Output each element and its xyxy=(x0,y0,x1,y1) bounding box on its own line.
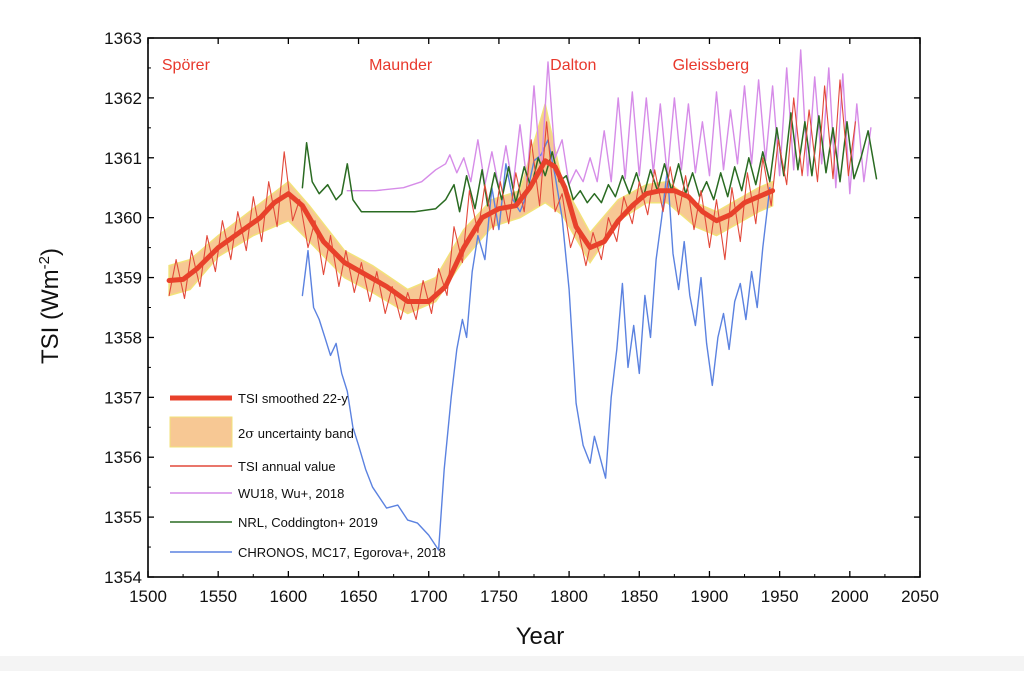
x-tick-label: 1650 xyxy=(340,587,378,606)
x-tick-label: 1950 xyxy=(761,587,799,606)
period-label: Gleissberg xyxy=(673,57,749,74)
legend-label-part: 2 xyxy=(238,426,245,441)
period-label: Maunder xyxy=(369,57,433,74)
period-label: Spörer xyxy=(162,57,211,74)
legend-chronos: CHRONOS, MC17, Egorova+, 2018 xyxy=(170,545,446,560)
x-tick-label: 1800 xyxy=(550,587,588,606)
legend-tsi-annual: TSI annual value xyxy=(170,459,336,474)
series-tsi-annual xyxy=(168,79,856,321)
legend-uncertainty-band: 2σ uncertainty band xyxy=(169,416,354,448)
legend-label-sigma: σ xyxy=(245,427,254,442)
y-tick-label: 1355 xyxy=(104,508,142,527)
x-tick-label: 1500 xyxy=(129,587,167,606)
uncertainty-band xyxy=(168,103,774,315)
legend: TSI smoothed 22-y 2σ uncertainty band TSI … xyxy=(169,391,446,560)
bottom-strip xyxy=(0,656,1024,671)
legend-label: TSI smoothed 22-y xyxy=(238,391,348,406)
y-tick-label: 1356 xyxy=(104,448,142,467)
legend-swatch xyxy=(169,416,233,448)
legend-label-part: uncertainty band xyxy=(254,426,354,441)
x-tick-label: 1550 xyxy=(199,587,237,606)
x-tick-label: 1750 xyxy=(480,587,518,606)
uncertainty-band-layer xyxy=(168,103,774,315)
y-axis-title-close: ) xyxy=(37,248,64,256)
series-chronos xyxy=(301,139,771,551)
y-axis-title-main: TSI (Wm xyxy=(37,269,64,364)
legend-label: 2σ uncertainty band xyxy=(238,426,354,442)
x-tick-label: 2000 xyxy=(831,587,869,606)
legend-label: NRL, Coddington+ 2019 xyxy=(238,515,378,530)
period-label: Dalton xyxy=(550,57,596,74)
series-nrl xyxy=(301,112,878,213)
y-tick-label: 1357 xyxy=(104,388,142,407)
x-tick-label: 1600 xyxy=(269,587,307,606)
series-layer xyxy=(166,49,878,551)
y-tick-label: 1362 xyxy=(104,89,142,108)
legend-nrl: NRL, Coddington+ 2019 xyxy=(170,515,378,530)
y-axis-title: TSI (Wm-2) xyxy=(36,248,64,364)
x-tick-label: 1700 xyxy=(410,587,448,606)
legend-label: TSI annual value xyxy=(238,459,336,474)
period-labels: Spörer Maunder Dalton Gleissberg xyxy=(162,57,749,74)
legend-label: WU18, Wu+, 2018 xyxy=(238,486,344,501)
y-axis-title-sup: -2 xyxy=(36,256,53,269)
axis-ticks: 1500 1550 1600 1650 1700 1750 1800 1850 1900 1950… xyxy=(104,29,939,606)
x-tick-label: 2050 xyxy=(901,587,939,606)
legend-label: CHRONOS, MC17, Egorova+, 2018 xyxy=(238,545,446,560)
y-tick-label: 1354 xyxy=(104,568,142,587)
x-tick-label: 1900 xyxy=(691,587,729,606)
x-axis-title: Year xyxy=(516,623,565,650)
legend-tsi-smoothed: TSI smoothed 22-y xyxy=(170,391,348,406)
x-tick-label: 1850 xyxy=(620,587,658,606)
y-tick-label: 1359 xyxy=(104,269,142,288)
y-tick-label: 1360 xyxy=(104,209,142,228)
legend-wu18: WU18, Wu+, 2018 xyxy=(170,486,344,501)
y-tick-label: 1358 xyxy=(104,328,142,347)
series-tsi-smoothed xyxy=(166,158,776,304)
y-tick-label: 1361 xyxy=(104,149,142,168)
y-tick-label: 1363 xyxy=(104,29,142,48)
